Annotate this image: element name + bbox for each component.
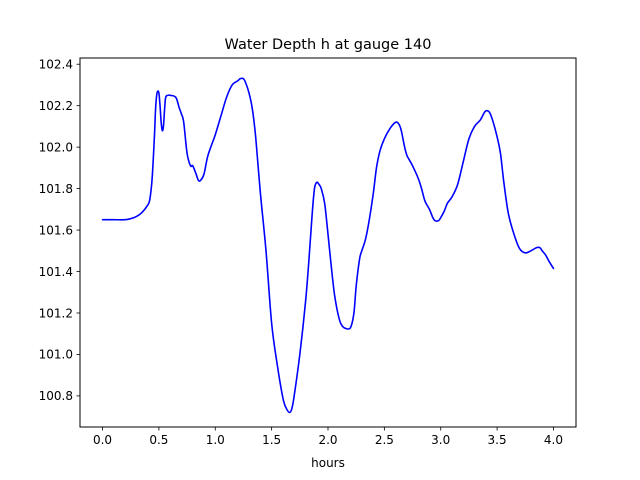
x-tick-label: 2.0 — [318, 433, 337, 447]
y-tick-label: 102.0 — [39, 140, 73, 154]
y-tick-label: 101.2 — [39, 306, 73, 320]
series-line — [101, 77, 555, 414]
x-tick-label: 1.5 — [262, 433, 281, 447]
y-tick-label: 101.0 — [39, 348, 73, 362]
y-tick-label: 102.4 — [39, 58, 73, 72]
y-tick-label: 101.6 — [39, 223, 73, 237]
y-tick-label: 102.2 — [39, 99, 73, 113]
x-tick-label: 3.5 — [488, 433, 507, 447]
y-axis: 100.8 101.0 101.2 101.4 101.6 101.8 102.0 102.2… — [39, 58, 80, 403]
x-tick-label: 1.0 — [206, 433, 225, 447]
x-axis-title: hours — [311, 456, 345, 470]
x-tick-label: 3.0 — [431, 433, 450, 447]
axes-frame — [79, 57, 577, 428]
x-tick-label: 0.0 — [93, 433, 112, 447]
y-tick-label: 100.8 — [39, 389, 73, 403]
x-tick-label: 2.5 — [375, 433, 394, 447]
chart-title: Water Depth h at gauge 140 — [225, 37, 432, 53]
y-tick-label: 101.4 — [39, 265, 73, 279]
y-tick-label: 101.8 — [39, 182, 73, 196]
x-tick-label: 4.0 — [544, 433, 563, 447]
x-axis: 0.0 0.5 1.0 1.5 2.0 2.5 3.0 3.5 4.0 — [93, 427, 563, 447]
x-tick-label: 0.5 — [149, 433, 168, 447]
plot-area — [101, 77, 555, 414]
